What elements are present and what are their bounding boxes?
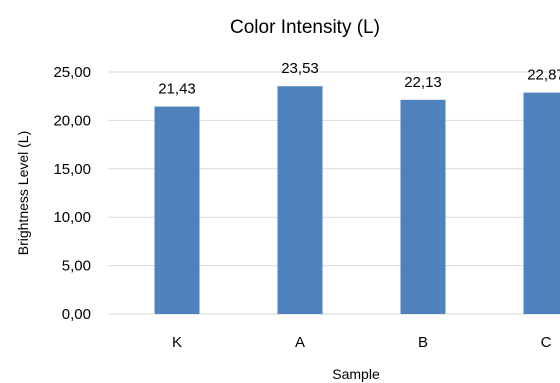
- y-tick-label: 20,00: [53, 112, 91, 129]
- y-tick-label: 5,00: [62, 258, 91, 275]
- data-labels: 21,43 23,53 22,13 22,87: [158, 60, 560, 97]
- bar-a: [277, 86, 323, 314]
- x-axis-label: Sample: [332, 366, 380, 382]
- chart-title: Color Intensity (L): [230, 17, 380, 38]
- data-label-a: 23,53: [281, 60, 319, 77]
- x-tick-label-a: A: [295, 334, 305, 351]
- data-label-c: 22,87: [527, 67, 560, 84]
- y-axis-label: Brightness Level (L): [15, 131, 31, 256]
- x-tick-label-k: K: [172, 334, 182, 351]
- y-tick-label: 0,00: [62, 306, 91, 323]
- y-tick-label: 10,00: [53, 209, 91, 226]
- data-label-b: 22,13: [404, 74, 442, 91]
- bar-b: [400, 99, 446, 314]
- bar-c: [523, 92, 560, 314]
- x-tick-label-b: B: [418, 334, 428, 351]
- y-tick-label: 15,00: [53, 161, 91, 178]
- bar-k: [154, 106, 200, 314]
- data-label-k: 21,43: [158, 81, 196, 98]
- x-tick-label-c: C: [541, 334, 552, 351]
- bars: [154, 86, 560, 314]
- y-tick-label: 25,00: [53, 64, 91, 81]
- y-axis-ticks: 0,00 5,00 10,00 15,00 20,00 25,00: [53, 64, 91, 323]
